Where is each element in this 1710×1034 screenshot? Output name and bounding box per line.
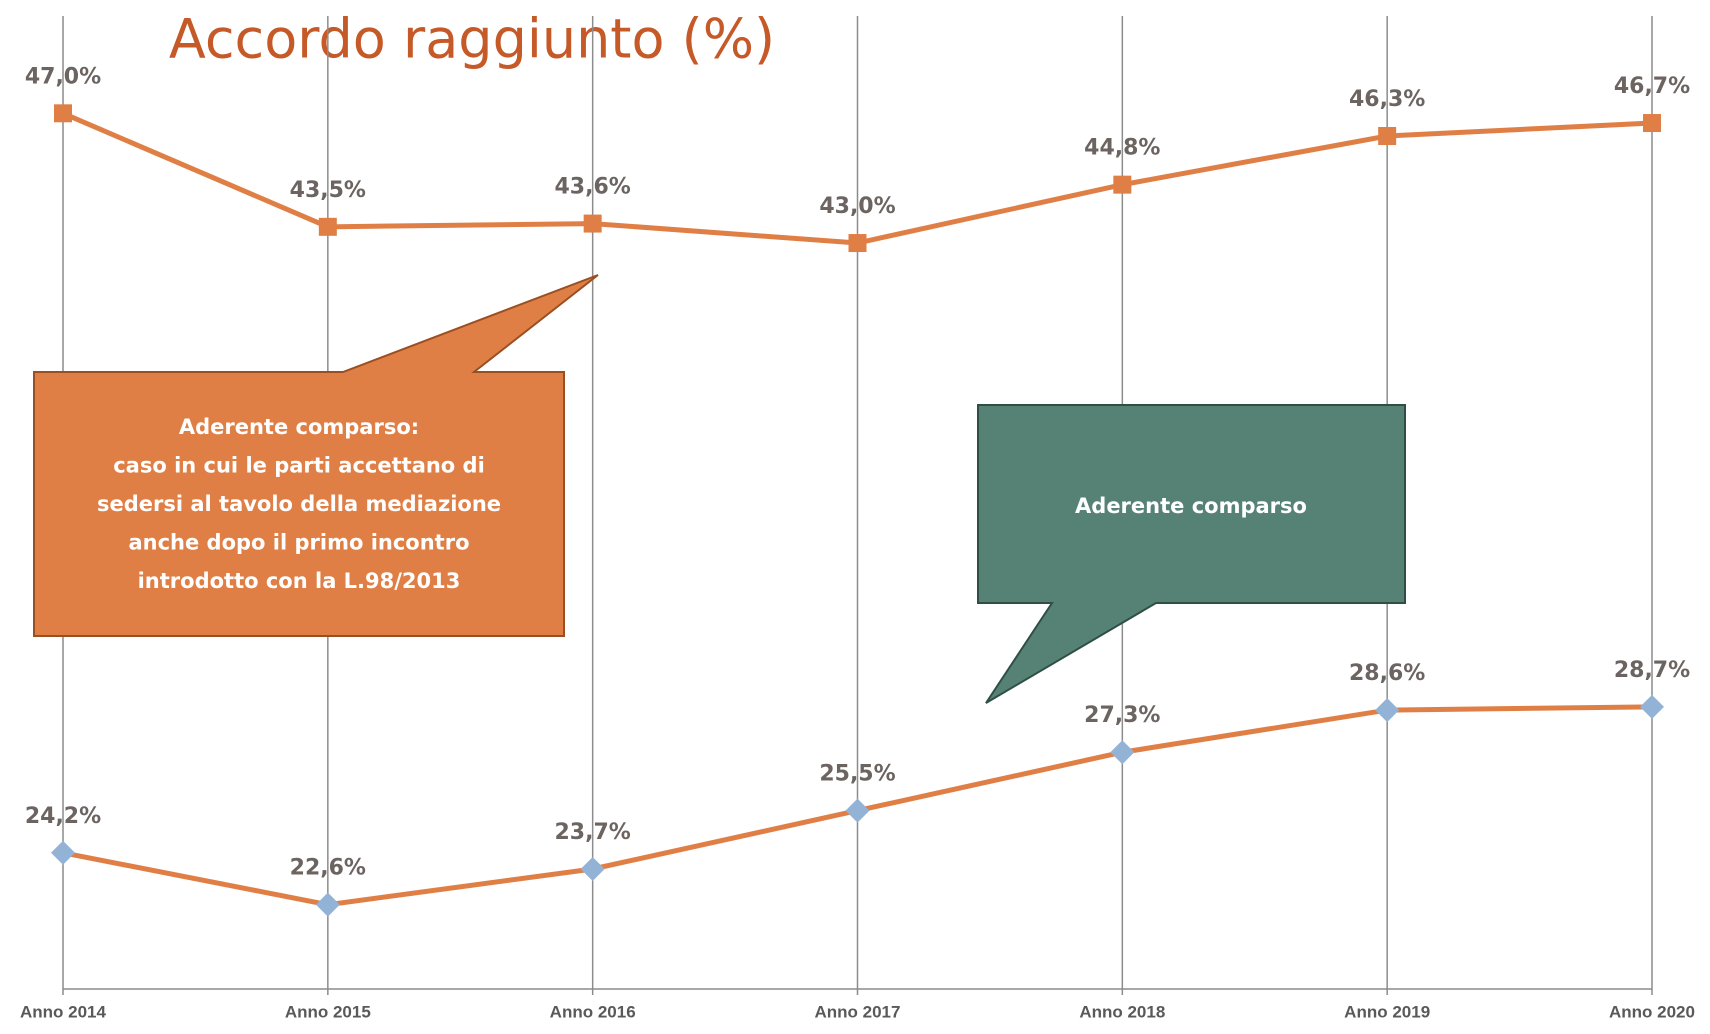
marker: [1375, 698, 1400, 723]
data-label: 28,6%: [1349, 661, 1425, 686]
marker: [848, 234, 867, 253]
x-tick-label: Anno 2018: [1079, 1002, 1165, 1021]
marker: [1640, 694, 1664, 719]
annotation-text: Aderente comparso:: [179, 415, 419, 439]
callout-box: [977, 404, 1406, 704]
marker: [51, 840, 75, 865]
data-label: 47,0%: [25, 64, 101, 89]
data-label: 46,3%: [1349, 87, 1425, 112]
x-tick-label: Anno 2017: [815, 1002, 901, 1021]
x-tick-label: Anno 2014: [20, 1002, 107, 1021]
x-tick-label: Anno 2015: [285, 1002, 371, 1021]
data-label: 46,7%: [1614, 74, 1690, 99]
data-label: 25,5%: [819, 762, 895, 787]
marker: [54, 104, 72, 123]
annotation-text: anche dopo il primo incontro: [128, 531, 469, 555]
x-tick-label: Anno 2020: [1609, 1002, 1695, 1021]
marker: [1110, 740, 1135, 765]
data-label: 43,0%: [819, 194, 895, 219]
x-tick-label: Anno 2019: [1344, 1002, 1430, 1021]
marker: [583, 214, 602, 233]
data-label: 23,7%: [555, 820, 631, 845]
data-label: 43,6%: [555, 175, 631, 200]
annotations: [33, 274, 1406, 704]
annotation-text: introdotto con la L.98/2013: [138, 569, 461, 593]
marker: [580, 856, 605, 881]
data-label: 27,3%: [1084, 703, 1160, 728]
callout-box: [33, 274, 599, 637]
data-label: 22,6%: [290, 856, 366, 881]
marker: [315, 892, 340, 917]
annotation-text: caso in cui le parti accettano di: [113, 454, 485, 478]
data-label: 28,7%: [1614, 658, 1690, 683]
marker: [318, 217, 337, 236]
data-label: 43,5%: [290, 178, 366, 203]
marker: [845, 798, 870, 823]
marker: [1113, 175, 1132, 194]
annotation-text: Aderente comparso: [1075, 494, 1307, 518]
chart-title: Accordo raggiunto (%): [169, 8, 775, 71]
data-label: 44,8%: [1084, 136, 1160, 161]
marker: [1643, 114, 1661, 133]
x-tick-label: Anno 2016: [550, 1002, 636, 1021]
data-label: 24,2%: [25, 804, 101, 829]
annotation-text: sedersi al tavolo della mediazione: [97, 492, 501, 516]
marker: [1378, 127, 1397, 146]
